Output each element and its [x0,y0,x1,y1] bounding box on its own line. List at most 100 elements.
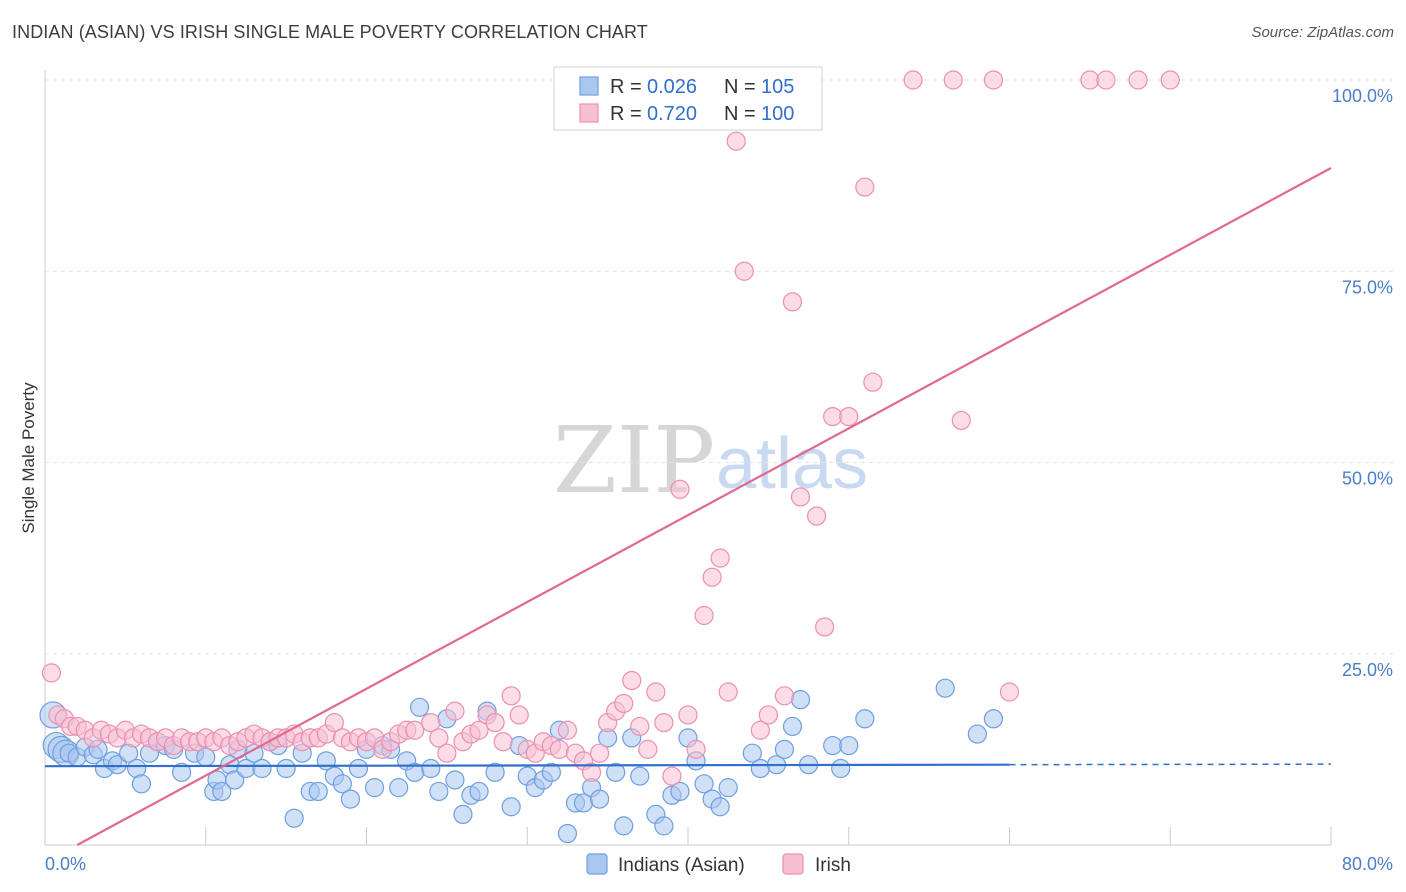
indians-point-44 [364,778,385,798]
indians-point-41 [340,789,361,809]
watermark-zip: ZIP [553,407,715,514]
irish-point-53 [469,720,489,740]
series-indians-asian-points [39,678,1004,844]
irish-point-71 [614,693,634,714]
irish-point-100 [951,410,971,431]
indians-point-83 [694,774,714,794]
irish-point-87 [750,720,770,740]
irish-point-106 [999,682,1020,702]
indians-point-11 [107,755,127,775]
legend-r-label-indians: R = [610,76,642,98]
indians-trend-line [44,763,1010,768]
legend-r-label-irish: R = [610,103,642,125]
indians-point-14 [131,774,152,794]
irish-point-57 [501,686,521,706]
bottom-legend-label-irish: Irish [815,855,851,876]
irish-point-79 [678,705,698,725]
irish-point-50 [445,701,465,721]
irish-point-55 [485,712,505,733]
indians-point-78 [654,816,674,836]
indians-point-67 [557,823,578,844]
irish-point-75 [646,682,666,702]
irish-point-93 [815,617,835,637]
indians-point-76 [630,766,650,786]
y-axis-label: Single Male Poverty [19,382,38,534]
irish-point-56 [493,732,513,752]
legend-r-value-indians: 0.026 [647,76,697,98]
series-irish-points [41,70,1180,786]
irish-point-88 [758,705,778,725]
legend-n-value-irish: 100 [761,103,794,125]
indians-point-50 [409,697,430,717]
y-tick-label-25: 25.0% [1342,660,1393,680]
irish-point-64 [557,720,578,740]
irish-point-0 [41,663,62,683]
chart-title: INDIAN (ASIAN) VS IRISH SINGLE MALE POVE… [12,22,648,42]
irish-point-81 [694,605,714,626]
legend-swatch-indians [579,76,599,96]
indians-point-91 [782,716,803,737]
legend-box [553,66,823,131]
indians-point-30 [252,758,272,779]
irish-point-99 [943,70,963,90]
indians-point-85 [710,797,730,817]
indians-point-71 [589,789,610,809]
irish-point-103 [1096,70,1116,90]
indians-point-34 [284,808,304,828]
watermark-atlas: atlas [716,424,868,504]
irish-point-36 [324,712,344,733]
indians-point-100 [983,709,1004,729]
irish-point-102 [1080,70,1100,90]
indians-point-99 [967,724,987,744]
irish-point-49 [437,743,457,763]
irish-point-91 [790,487,811,507]
irish-point-92 [806,506,827,526]
indians-point-42 [348,758,369,779]
indians-point-55 [453,804,473,825]
irish-point-85 [726,131,746,151]
irish-trend-line [76,167,1332,846]
legend-swatch-irish [579,103,599,123]
y-tick-label-100: 100.0% [1332,86,1393,106]
gridlines [45,79,1393,655]
indians-point-86 [718,778,738,798]
legend-r-value-irish: 0.720 [647,103,697,125]
indians-point-95 [839,735,859,756]
irish-point-73 [630,716,650,737]
indians-point-47 [389,778,409,798]
y-tick-label-75: 75.0% [1342,277,1393,297]
irish-point-78 [670,479,690,499]
indians-point-37 [308,781,328,802]
indians-point-65 [541,762,561,782]
x-tick-label-min: 0.0% [45,854,86,874]
irish-point-104 [1128,70,1148,90]
indians-point-26 [225,770,245,790]
indians-trend-extension [1009,763,1332,766]
indians-point-97 [855,709,875,729]
y-tick-labels: 25.0% 50.0% 75.0% 100.0% [1332,86,1393,680]
legend-n-label-indians: N = [724,76,756,98]
indians-point-98 [935,678,955,698]
indians-point-59 [485,762,505,782]
indians-point-19 [172,762,192,782]
bottom-legend-swatch-indians [586,853,608,875]
irish-point-96 [855,177,875,197]
indians-point-51 [421,758,441,779]
irish-point-63 [549,739,570,759]
source-attribution: Source: ZipAtlas.com [1251,24,1394,41]
indians-point-40 [332,774,352,794]
irish-point-82 [702,567,722,587]
irish-point-46 [405,720,425,740]
irish-point-97 [863,372,883,392]
indians-point-80 [670,781,690,802]
indians-point-87 [742,743,762,763]
indians-point-90 [774,739,795,759]
irish-point-47 [421,712,441,733]
series-legend: Indians (Asian) Irish [586,853,851,876]
irish-point-48 [429,728,449,748]
irish-point-58 [509,705,529,725]
bottom-legend-label-indians: Indians (Asian) [618,855,745,876]
irish-point-83 [710,548,730,568]
indians-point-57 [469,781,489,802]
